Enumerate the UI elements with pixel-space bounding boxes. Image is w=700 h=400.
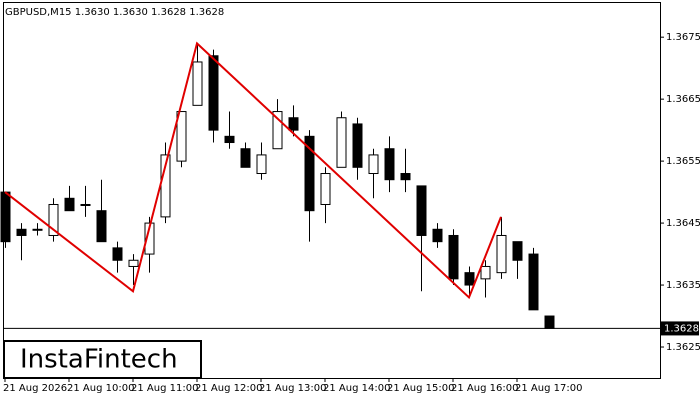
candle-body (144, 222, 155, 255)
x-tick-label: 21 Aug 12:00 (195, 383, 262, 394)
y-tick-label: 1.3645 (666, 218, 700, 229)
chart-title: GBPUSD,M15 1.3630 1.3630 1.3628 1.3628 (5, 7, 224, 18)
candle-body (368, 154, 379, 175)
plot-frame (3, 2, 661, 379)
last-price-box (661, 321, 699, 336)
candle-body (352, 123, 363, 168)
candle-body (128, 259, 139, 267)
x-tick-label: 21 Aug 11:00 (131, 383, 198, 394)
x-tick-label: 21 Aug 10:00 (67, 383, 134, 394)
candle-body (272, 111, 283, 150)
candle-body (384, 148, 395, 181)
y-tick-label: 1.3635 (666, 280, 700, 291)
candle-body (192, 61, 203, 106)
candle-body (0, 191, 11, 243)
candle-body (224, 135, 235, 144)
candle-body (512, 241, 523, 261)
x-tick-label: 21 Aug 2026 (3, 383, 67, 394)
candle-body (448, 234, 459, 280)
candle-body (16, 228, 27, 236)
logo: InstaFintech (20, 345, 178, 375)
x-tick-label: 21 Aug 15:00 (387, 383, 454, 394)
candle-body (288, 117, 299, 131)
candle-body (32, 228, 43, 231)
candle-body (112, 247, 123, 261)
y-tick-label: 1.3675 (666, 32, 700, 43)
candle-body (336, 117, 347, 168)
y-tick-label: 1.3655 (666, 156, 700, 167)
x-tick-label: 21 Aug 14:00 (323, 383, 390, 394)
pattern-line (4, 41, 502, 300)
x-tick-label: 21 Aug 16:00 (451, 383, 518, 394)
candle-body (320, 173, 331, 205)
candle-body (80, 203, 91, 206)
candle-body (432, 228, 443, 243)
candle-body (496, 234, 507, 274)
y-tick-label: 1.3665 (666, 94, 700, 105)
logo-box (3, 340, 202, 379)
x-tick-label: 21 Aug 17:00 (515, 383, 582, 394)
y-tick-label: 1.3625 (666, 342, 700, 353)
x-tick-label: 21 Aug 13:00 (259, 383, 326, 394)
candle-body (240, 148, 251, 168)
candle-body (208, 55, 219, 131)
candle-body (64, 197, 75, 212)
candle-body (544, 315, 555, 329)
candle-body (480, 265, 491, 280)
last-price-label: 1.3628 (664, 323, 699, 334)
candle-body (416, 185, 427, 236)
candle-body (528, 253, 539, 311)
candle-body (256, 154, 267, 175)
candle-body (176, 111, 187, 162)
candle-body (464, 272, 475, 286)
candle-body (304, 135, 315, 212)
candle-body (96, 210, 107, 243)
candle-body (48, 203, 59, 236)
candle-body (400, 173, 411, 181)
